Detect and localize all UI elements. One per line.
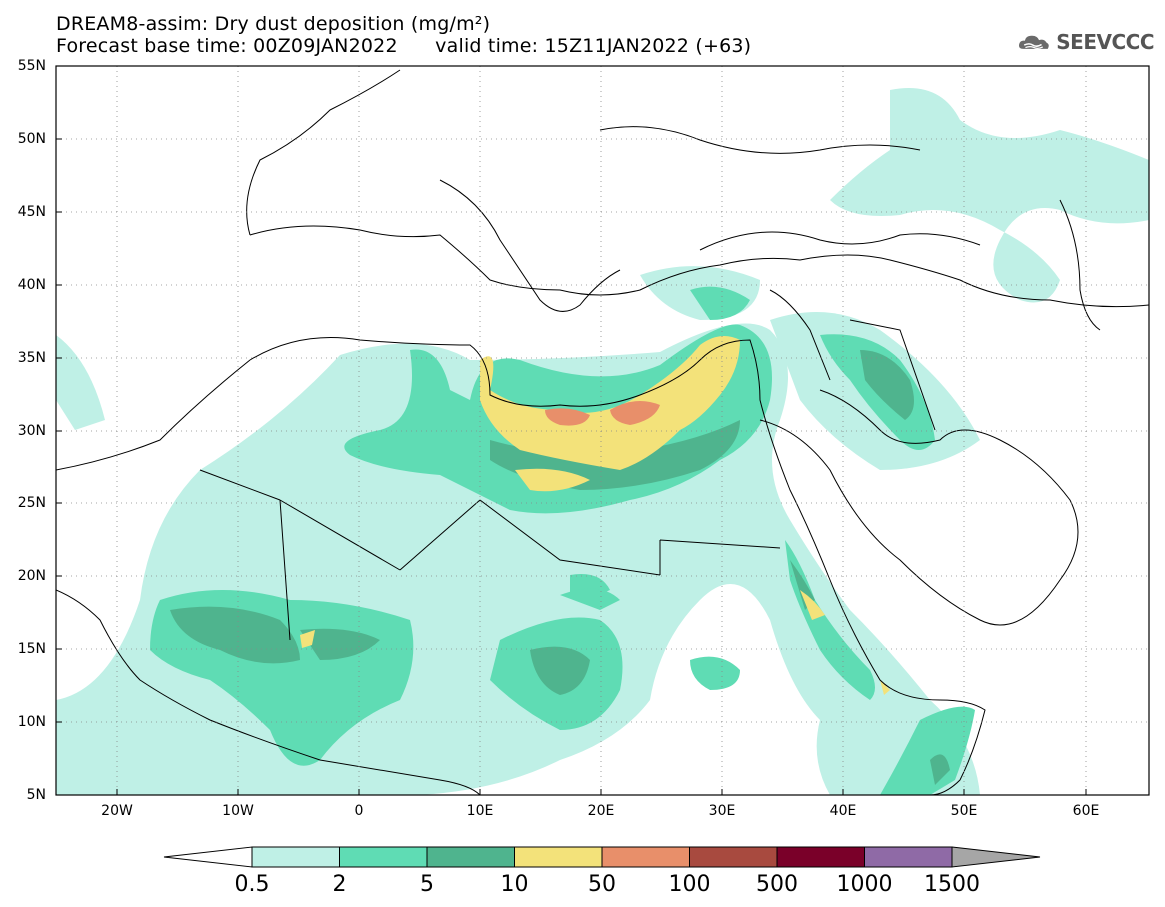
colorbar-bin-2 [339, 846, 428, 868]
lat-label-5n: 5N [26, 787, 46, 803]
lon-label-60e: 60E [1072, 803, 1100, 819]
lat-label-35n: 35N [17, 350, 46, 366]
colorbar-label: 100 [668, 872, 711, 897]
colorbar-label: 1500 [924, 872, 980, 897]
colorbar-over-arrow [951, 846, 1041, 868]
lon-label-20w: 20W [101, 803, 133, 819]
colorbar-under-arrow [163, 846, 253, 868]
coastlines [56, 69, 1149, 795]
cloud-icon [1018, 35, 1049, 49]
lon-label-50e: 50E [950, 803, 978, 819]
colorbar-bin-4 [514, 846, 603, 868]
lat-label-30n: 30N [17, 423, 46, 439]
colorbar-label: 1000 [836, 872, 893, 897]
lon-label-40e: 40E [829, 803, 857, 819]
colorbar-label: 2 [332, 872, 347, 897]
colorbar-label: 500 [756, 872, 798, 897]
lat-label-15n: 15N [17, 641, 46, 657]
colorbar [163, 846, 1041, 868]
lat-label-45n: 45N [17, 204, 46, 220]
lat-label-10n: 10N [17, 714, 46, 730]
axis-ticks [56, 65, 1087, 796]
dust-field [56, 88, 1149, 795]
map-title: DREAM8-assim: Dry dust deposition (mg/m²… [56, 13, 491, 35]
colorbar-label: 10 [500, 872, 529, 897]
seevccc-logo: SEEVCCC [1018, 26, 1154, 58]
graticule [56, 66, 1149, 795]
lat-label-55n: 55N [17, 58, 46, 74]
lat-label-50n: 50N [17, 131, 46, 147]
colorbar-bin-5 [601, 846, 690, 868]
forecast-times: Forecast base time: 00Z09JAN2022 valid t… [56, 35, 752, 57]
colorbar-bin-1 [251, 846, 340, 868]
lon-label-20e: 20E [587, 803, 615, 819]
colorbar-bin-8 [864, 846, 953, 868]
lon-label-30e: 30E [708, 803, 736, 819]
logo-text: SEEVCCC [1056, 30, 1154, 54]
colorbar-label: 50 [588, 872, 616, 897]
colorbar-label: 5 [420, 872, 434, 897]
lat-label-20n: 20N [17, 568, 46, 584]
lon-label-0: 0 [354, 803, 364, 819]
lon-label-10e: 10E [466, 803, 494, 819]
lat-label-25n: 25N [17, 495, 46, 511]
colorbar-bin-3 [426, 846, 515, 868]
colorbar-label: 0.5 [234, 872, 270, 897]
lon-label-10w: 10W [222, 803, 254, 819]
lat-label-40n: 40N [17, 277, 46, 293]
colorbar-bin-7 [776, 846, 865, 868]
colorbar-bin-6 [689, 846, 778, 868]
